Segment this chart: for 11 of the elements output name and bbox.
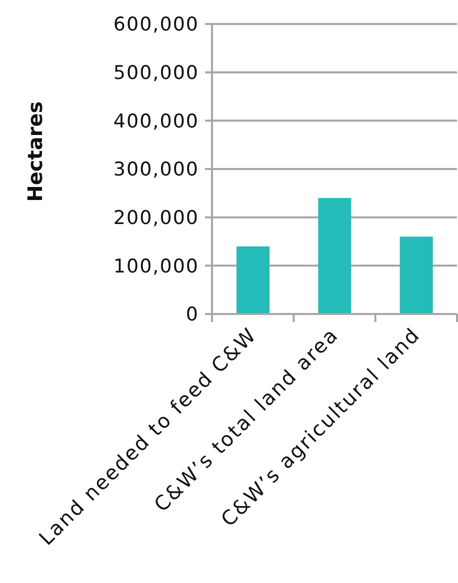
bar	[318, 198, 352, 314]
bar	[400, 236, 433, 314]
y-tick-label: 0	[186, 304, 199, 326]
y-tick-label: 600,000	[113, 14, 199, 36]
y-axis-title: Hectares	[23, 101, 47, 202]
bar	[236, 246, 270, 314]
y-tick-label: 100,000	[113, 255, 199, 278]
y-tick-label: 500,000	[113, 62, 199, 84]
y-tick-label: 400,000	[113, 110, 199, 132]
y-tick-label: 200,000	[113, 207, 199, 230]
y-tick-label: 300,000	[113, 158, 199, 181]
